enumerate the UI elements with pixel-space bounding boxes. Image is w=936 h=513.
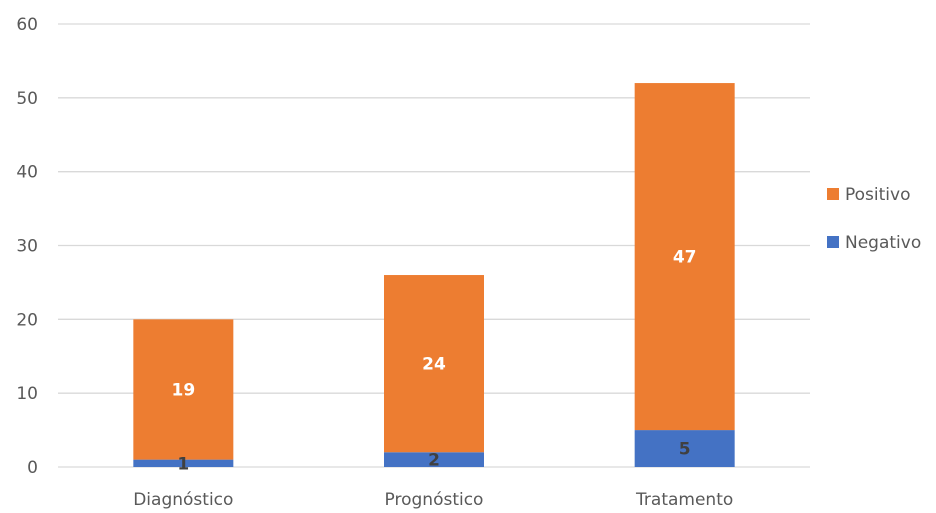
y-tick-label: 60 [16, 15, 38, 35]
bar-positivo-0 [133, 319, 234, 460]
y-tick-label: 10 [16, 384, 38, 404]
y-tick-label: 0 [27, 458, 38, 478]
y-tick-label: 40 [16, 163, 38, 183]
bar-negativo-0 [133, 459, 234, 467]
y-axis-ticks: 0 10 20 30 40 50 60 [16, 15, 38, 478]
y-tick-label: 50 [16, 89, 38, 109]
data-label-positivo: 24 [422, 355, 446, 375]
legend-swatch-negativo [827, 236, 839, 248]
data-label-negativo: 5 [679, 440, 691, 460]
bar-negativo-2 [634, 430, 735, 467]
y-tick-label: 20 [16, 310, 38, 330]
data-labels: 1 19 2 24 5 47 [171, 248, 696, 475]
x-category-label: Tratamento [635, 490, 733, 510]
legend-label-positivo: Positivo [845, 185, 910, 205]
data-label-positivo: 19 [171, 380, 195, 400]
legend-label-negativo: Negativo [845, 233, 921, 253]
x-category-label: Diagnóstico [133, 490, 233, 510]
legend: Positivo Negativo [827, 185, 921, 253]
x-axis-categories: Diagnóstico Prognóstico Tratamento [133, 490, 733, 510]
x-category-label: Prognóstico [385, 490, 484, 510]
bar-positivo-1 [384, 275, 484, 453]
data-label-negativo: 1 [177, 454, 189, 474]
y-tick-label: 30 [16, 237, 38, 257]
bar-positivo-2 [634, 83, 735, 431]
data-label-positivo: 47 [673, 248, 697, 268]
bars [133, 83, 735, 467]
data-label-negativo: 2 [428, 451, 440, 471]
legend-swatch-positivo [827, 188, 839, 200]
bar-negativo-1 [384, 452, 484, 467]
